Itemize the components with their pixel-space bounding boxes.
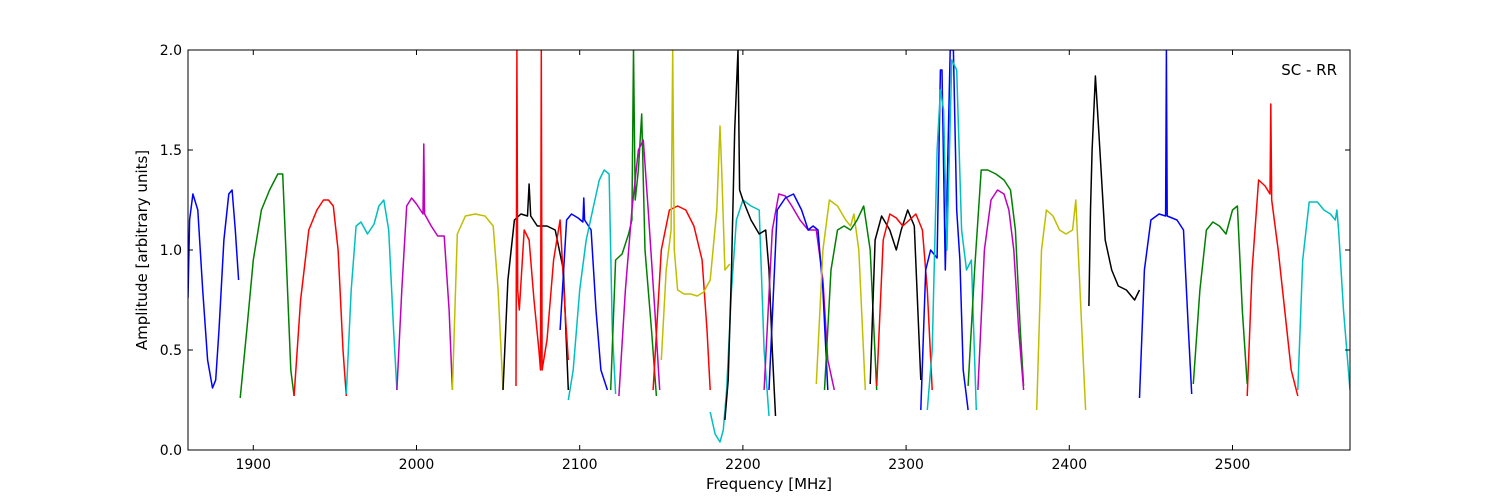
series-line-8 (515, 50, 570, 387)
x-tick-label: 2300 (888, 457, 924, 473)
series-line-23 (920, 50, 969, 411)
series-line-4 (345, 199, 398, 395)
x-tick-label: 2000 (399, 457, 435, 473)
y-tick-label: 1.5 (160, 143, 182, 159)
series-line-10 (567, 169, 617, 401)
series-line-25 (967, 169, 1025, 387)
series-line-7 (502, 183, 570, 391)
series-line-6 (451, 213, 504, 391)
series-line-27 (1035, 199, 1087, 411)
series-line-28 (1088, 75, 1141, 307)
x-tick-label: 2200 (725, 457, 761, 473)
series-line-5 (396, 143, 454, 391)
series-line-24 (926, 59, 978, 411)
y-tick-label: 0.5 (160, 343, 182, 359)
series-line-19 (815, 199, 867, 391)
series-line-9 (559, 197, 609, 391)
series-line-30 (1192, 205, 1248, 385)
series-layer (188, 50, 1350, 443)
series-line-17 (763, 193, 836, 391)
x-tick-label: 2400 (1051, 457, 1087, 473)
chart-annotation: SC - RR (1281, 61, 1337, 79)
series-line-2 (239, 173, 295, 399)
series-line-26 (977, 189, 1025, 391)
y-tick-label: 0.0 (160, 443, 182, 459)
series-line-20 (823, 205, 878, 391)
series-line-31 (1246, 103, 1299, 397)
x-tick-label: 2500 (1215, 457, 1251, 473)
series-line-29 (1138, 50, 1193, 399)
y-axis: 0.0 0.5 1.0 1.5 2.0 (160, 43, 1350, 459)
series-line-13 (652, 205, 711, 391)
series-line-32 (1297, 201, 1350, 391)
x-axis: 1900 2000 2100 2200 2300 2400 2500 (235, 50, 1250, 473)
series-line-18 (768, 193, 829, 391)
series-line-22 (875, 213, 933, 391)
x-tick-label: 1900 (235, 457, 271, 473)
series-line-1 (188, 189, 240, 389)
y-axis-label: Amplitude [arbitrary units] (133, 150, 151, 350)
series-line-14 (660, 50, 731, 361)
series-line-16 (724, 50, 777, 421)
series-line-12 (618, 139, 661, 397)
x-axis-label: Frequency [MHz] (706, 475, 832, 493)
y-tick-label: 1.0 (160, 243, 182, 259)
series-line-21 (869, 209, 922, 385)
x-tick-label: 2100 (562, 457, 598, 473)
y-tick-label: 2.0 (160, 43, 182, 59)
series-line-11 (609, 50, 658, 397)
series-line-3 (293, 199, 348, 397)
